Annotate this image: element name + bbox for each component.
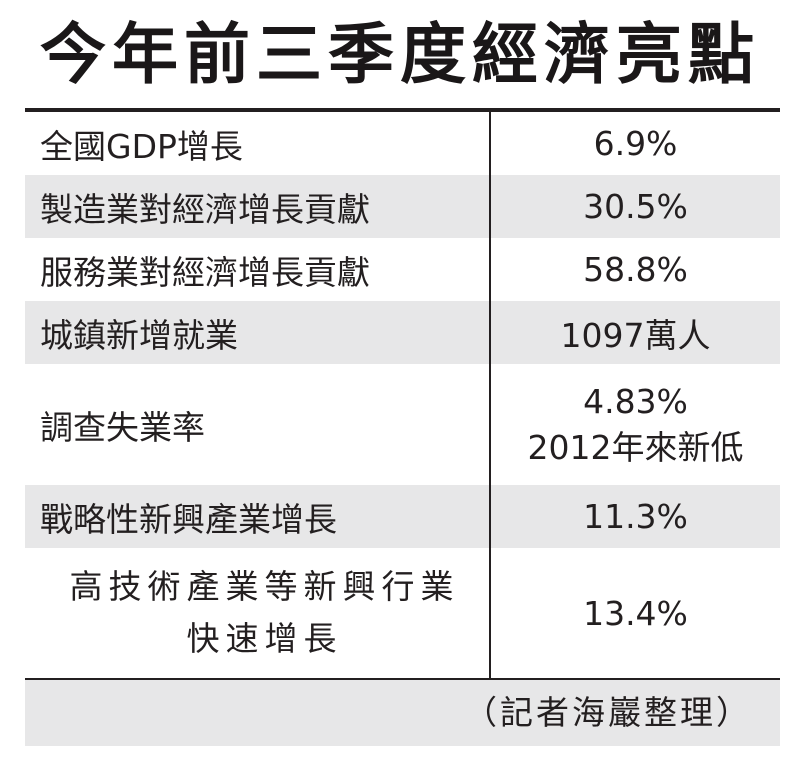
reporter-credit: （記者海巖整理） [464,693,752,732]
row-value: 58.8% [489,238,780,301]
row-value-text: 1097萬人 [560,315,711,355]
table-row: 戰略性新興產業增長 11.3% [25,485,780,548]
row-value: 13.4% [489,548,780,678]
row-label: 高技術產業等新興行業 快速增長 [25,548,489,678]
row-value-note: 2012年來新低 [527,427,744,467]
row-label: 服務業對經濟增長貢獻 [40,252,370,292]
title-divider [25,108,780,112]
row-value: 30.5% [489,175,780,238]
row-value-text: 4.83% [583,381,688,421]
row-value: 4.83% 2012年來新低 [489,364,780,485]
row-value-text: 30.5% [583,187,688,226]
row-label-line: 快速增長 [186,619,343,658]
row-value-text: 11.3% [583,497,688,536]
table-row: 製造業對經濟增長貢獻 30.5% [25,175,780,238]
table-row: 全國GDP增長 6.9% [25,112,780,175]
table-row: 高技術產業等新興行業 快速增長 13.4% [25,548,780,678]
page-title: 今年前三季度經濟亮點 [40,16,760,93]
row-label: 全國GDP增長 [40,126,243,166]
row-label: 戰略性新興產業增長 [40,499,337,539]
table-row: 調查失業率 4.83% 2012年來新低 [25,364,780,485]
row-value: 6.9% [489,112,780,175]
data-table: 全國GDP增長 6.9% 製造業對經濟增長貢獻 30.5% 服務業對經濟增長貢獻… [25,112,780,678]
row-value: 1097萬人 [489,301,780,364]
row-value: 11.3% [489,485,780,548]
credit-bar: （記者海巖整理） [25,678,780,746]
row-value-text: 6.9% [593,124,678,163]
table-row: 服務業對經濟增長貢獻 58.8% [25,238,780,301]
row-label-line: 高技術產業等新興行業 [69,567,460,606]
row-value-text: 13.4% [583,593,688,633]
row-label: 製造業對經濟增長貢獻 [40,189,370,229]
table-row: 城鎮新增就業 1097萬人 [25,301,780,364]
row-label: 城鎮新增就業 [40,315,238,355]
row-label: 調查失業率 [40,407,205,447]
row-value-text: 58.8% [583,250,688,289]
